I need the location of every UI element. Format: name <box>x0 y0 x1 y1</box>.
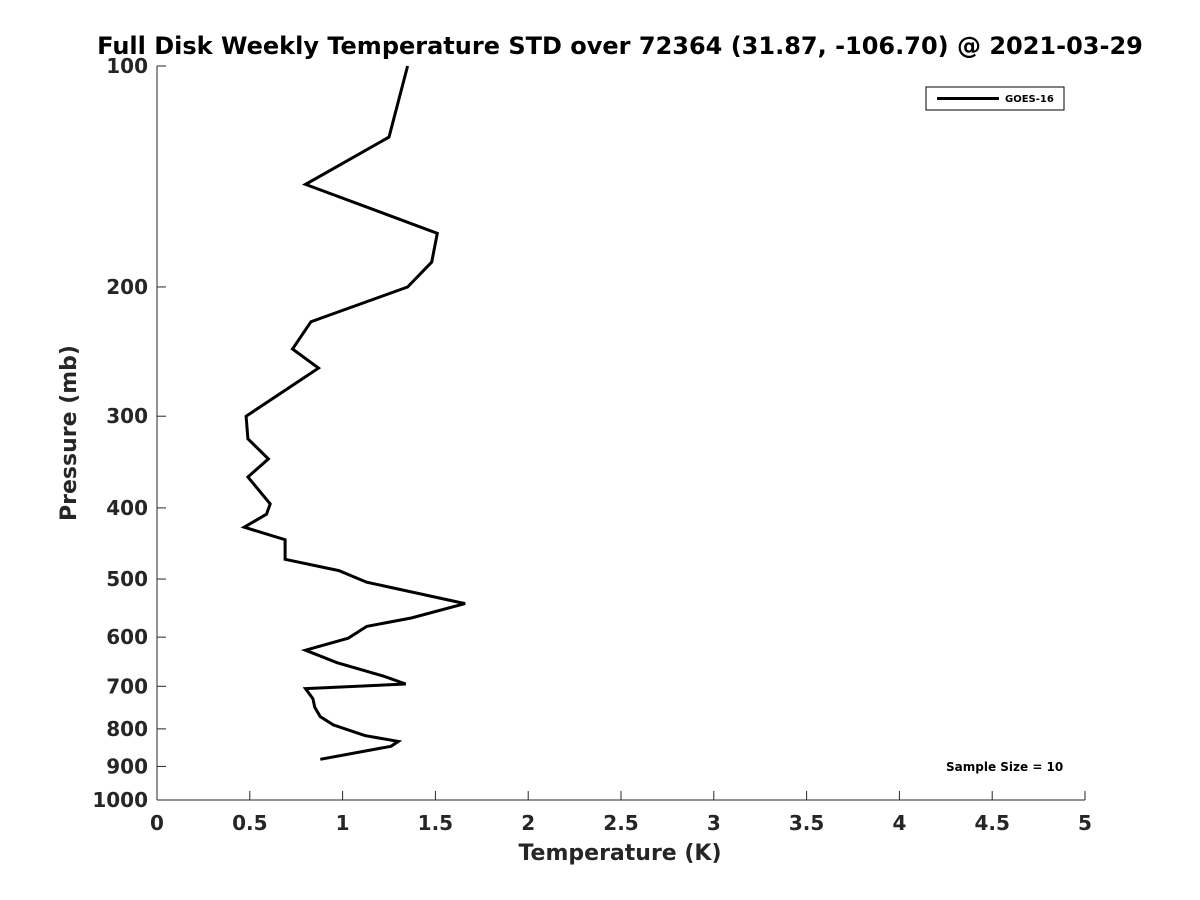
x-axis-label: Temperature (K) <box>518 841 721 866</box>
y-tick-label: 200 <box>106 275 148 299</box>
y-tick-label: 100 <box>106 54 148 78</box>
x-tick-label: 4 <box>892 811 906 835</box>
x-tick-label: 3 <box>707 811 721 835</box>
x-tick-label: 0 <box>150 811 164 835</box>
chart-title: Full Disk Weekly Temperature STD over 72… <box>97 32 1143 60</box>
y-tick-label: 900 <box>106 754 148 778</box>
x-tick-label: 5 <box>1078 811 1092 835</box>
x-tick-label: 3.5 <box>789 811 824 835</box>
y-ticks: 100 200 300 400 500 600 700 800 900 1000 <box>92 54 166 812</box>
x-tick-label: 1.5 <box>418 811 453 835</box>
y-tick-label: 700 <box>106 674 148 698</box>
plot-axes <box>156 66 1085 801</box>
x-tick-label: 1 <box>336 811 350 835</box>
x-tick-label: 4.5 <box>974 811 1009 835</box>
x-ticks: 0 0.5 1 1.5 2 2.5 3 3.5 4 4.5 5 <box>150 791 1092 835</box>
y-tick-label: 400 <box>106 496 148 520</box>
y-tick-label: 1000 <box>92 788 148 812</box>
y-tick-label: 800 <box>106 717 148 741</box>
y-tick-label: 500 <box>106 567 148 591</box>
series-line-goes-16 <box>240 65 466 761</box>
x-tick-label: 2.5 <box>603 811 638 835</box>
x-tick-label: 2 <box>521 811 535 835</box>
sample-size-annotation: Sample Size = 10 <box>946 760 1063 774</box>
legend: GOES-16 <box>925 86 1065 111</box>
y-tick-label: 600 <box>106 625 148 649</box>
y-axis-label: Pressure (mb) <box>57 345 82 521</box>
series-layer <box>240 65 466 761</box>
x-tick-label: 0.5 <box>232 811 267 835</box>
y-tick-label: 300 <box>106 404 148 428</box>
legend-label-goes-16: GOES-16 <box>1005 94 1054 105</box>
